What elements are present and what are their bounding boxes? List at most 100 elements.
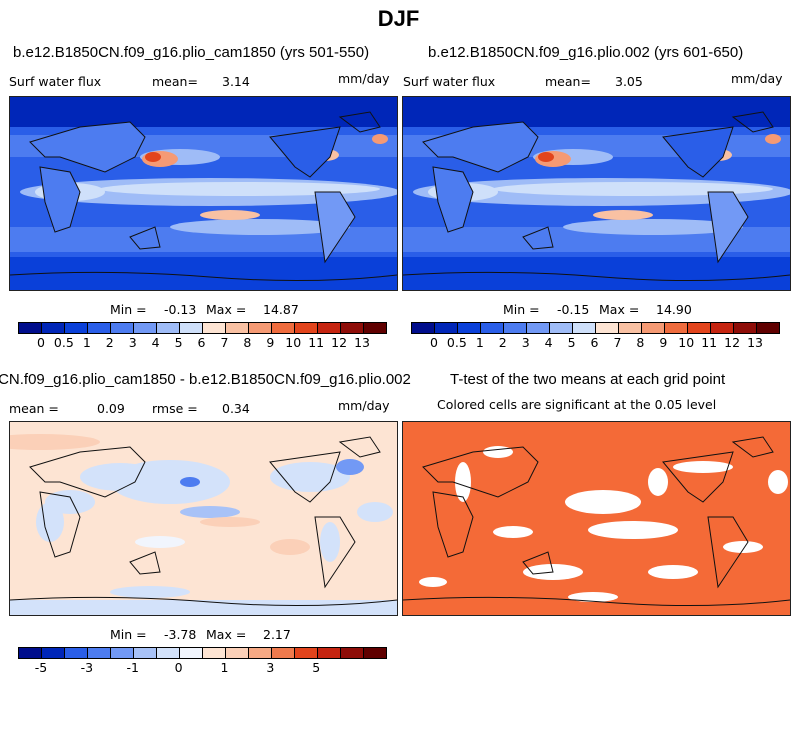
panel3-map	[9, 421, 398, 616]
panel1-units: mm/day	[338, 71, 390, 86]
panel2-min-value: -0.15	[557, 302, 590, 317]
panel3-max-label: Max =	[206, 627, 247, 642]
colorbar-swatch	[88, 323, 111, 333]
panel2-field	[403, 97, 790, 290]
colorbar-swatch	[573, 323, 596, 333]
colorbar-swatch	[203, 323, 226, 333]
colorbar-tick-label: 0	[174, 660, 183, 675]
colorbar-swatch	[642, 323, 665, 333]
colorbar-tick-label: 3	[128, 335, 137, 350]
panel4-coastlines	[403, 436, 790, 607]
colorbar-tick-label: 10	[678, 335, 695, 350]
colorbar-swatch	[42, 648, 65, 658]
panel4-title: T-test of the two means at each grid poi…	[450, 371, 726, 388]
colorbar-tick-label: 4	[151, 335, 160, 350]
colorbar-swatch	[65, 323, 88, 333]
colorbar-swatch	[318, 648, 341, 658]
colorbar-swatch	[364, 323, 386, 333]
panel1-colorbar	[18, 322, 387, 334]
colorbar-swatch	[596, 323, 619, 333]
colorbar-swatch	[665, 323, 688, 333]
colorbar-tick-label: 3	[266, 660, 275, 675]
colorbar-tick-label: 5	[567, 335, 576, 350]
colorbar-swatch	[157, 648, 180, 658]
colorbar-tick-label: 11	[308, 335, 325, 350]
panel2-colorbar	[411, 322, 780, 334]
colorbar-tick-label: 7	[613, 335, 622, 350]
colorbar-tick-label: 6	[197, 335, 206, 350]
panel2-coastlines	[403, 111, 790, 282]
panel3-mean-label: mean =	[9, 401, 59, 416]
colorbar-tick-label: 5	[312, 660, 321, 675]
colorbar-tick-label: 1	[220, 660, 229, 675]
panel3-rmse-label: rmse =	[152, 401, 198, 416]
panel1-min-value: -0.13	[164, 302, 197, 317]
panel1-max-label: Max =	[206, 302, 247, 317]
panel3-min-value: -3.78	[164, 627, 197, 642]
colorbar-tick-label: 7	[220, 335, 229, 350]
colorbar-swatch	[318, 323, 341, 333]
colorbar-swatch	[412, 323, 435, 333]
colorbar-swatch	[272, 323, 295, 333]
colorbar-tick-label: 2	[498, 335, 507, 350]
colorbar-tick-label: 5	[174, 335, 183, 350]
colorbar-swatch	[527, 323, 550, 333]
colorbar-swatch	[134, 648, 157, 658]
colorbar-tick-label: 3	[521, 335, 530, 350]
colorbar-swatch	[19, 323, 42, 333]
colorbar-swatch	[180, 648, 203, 658]
colorbar-swatch	[226, 648, 249, 658]
panel3-max-value: 2.17	[263, 627, 291, 642]
panel2-units: mm/day	[731, 71, 783, 86]
colorbar-swatch	[203, 648, 226, 658]
colorbar-swatch	[19, 648, 42, 658]
colorbar-swatch	[88, 648, 111, 658]
colorbar-swatch	[226, 323, 249, 333]
colorbar-tick-label: 11	[701, 335, 718, 350]
colorbar-swatch	[111, 648, 134, 658]
colorbar-swatch	[435, 323, 458, 333]
panel3-rmse-value: 0.34	[222, 401, 250, 416]
colorbar-tick-label: 12	[724, 335, 741, 350]
panel1-mean-label: mean=	[152, 74, 198, 89]
colorbar-tick-label: -1	[126, 660, 139, 675]
panel4-subtitle: Colored cells are significant at the 0.0…	[437, 397, 717, 412]
panel4-significant-area	[403, 422, 790, 615]
colorbar-tick-label: -3	[80, 660, 94, 675]
colorbar-swatch	[295, 323, 318, 333]
main-title: DJF	[377, 6, 420, 31]
colorbar-tick-label: -5	[34, 660, 48, 675]
colorbar-swatch	[111, 323, 134, 333]
colorbar-swatch	[249, 648, 272, 658]
colorbar-tick-label: 9	[266, 335, 275, 350]
colorbar-tick-label: 1	[475, 335, 484, 350]
panel1-field	[10, 97, 397, 290]
panel2-map	[402, 96, 791, 291]
colorbar-swatch	[619, 323, 642, 333]
colorbar-tick-label: 0.5	[446, 335, 467, 350]
colorbar-tick-label: 12	[331, 335, 348, 350]
colorbar-swatch	[65, 648, 88, 658]
panel3-case-title: b.e12.B1850CN.f09_g16.plio_cam1850 - b.e…	[0, 371, 411, 388]
colorbar-swatch	[42, 323, 65, 333]
colorbar-swatch	[757, 323, 779, 333]
panel2-max-value: 14.90	[656, 302, 692, 317]
colorbar-swatch	[364, 648, 386, 658]
panel1-map	[9, 96, 398, 291]
colorbar-tick-label: 0.5	[53, 335, 74, 350]
colorbar-tick-label: 1	[82, 335, 91, 350]
panel2-max-label: Max =	[599, 302, 640, 317]
panel3-min-label: Min =	[110, 627, 147, 642]
colorbar-swatch	[341, 648, 364, 658]
panel3-colorbar	[18, 647, 387, 659]
colorbar-swatch	[734, 323, 757, 333]
colorbar-swatch	[458, 323, 481, 333]
colorbar-tick-label: 9	[659, 335, 668, 350]
colorbar-swatch	[550, 323, 573, 333]
colorbar-tick-label: 8	[243, 335, 252, 350]
panel3-coastlines	[10, 436, 397, 607]
colorbar-swatch	[249, 323, 272, 333]
colorbar-tick-label: 0	[429, 335, 438, 350]
colorbar-swatch	[504, 323, 527, 333]
